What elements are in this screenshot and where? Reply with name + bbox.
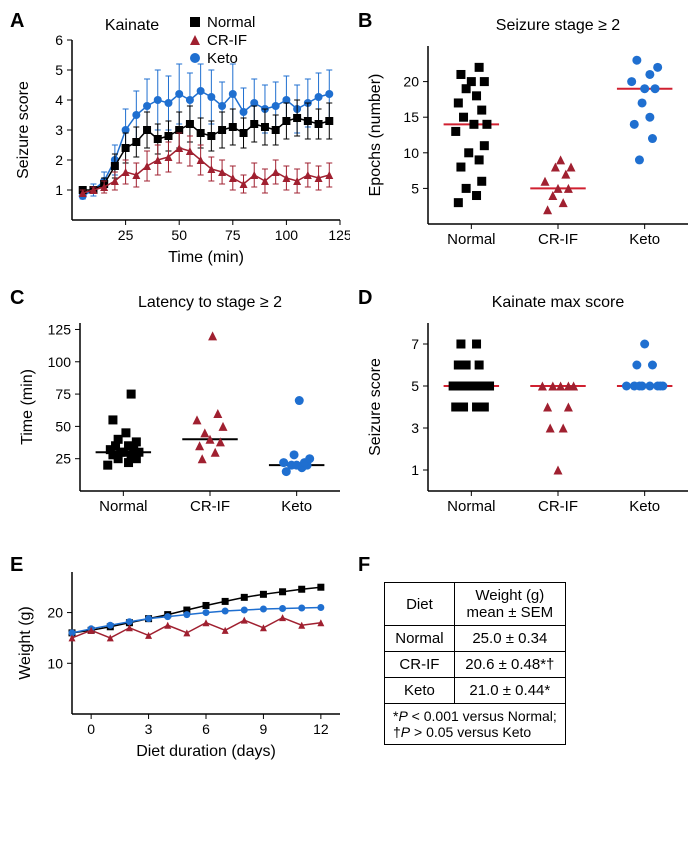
svg-text:Normal: Normal	[207, 14, 255, 31]
svg-text:5: 5	[411, 378, 419, 394]
svg-text:12: 12	[313, 721, 329, 737]
svg-text:20: 20	[403, 74, 419, 90]
svg-text:Keto: Keto	[281, 498, 312, 515]
svg-text:Normal: Normal	[447, 498, 495, 515]
svg-text:Kainate: Kainate	[105, 17, 159, 34]
svg-text:6: 6	[202, 721, 210, 737]
panel-f-label: F	[358, 554, 370, 577]
svg-text:1: 1	[55, 182, 63, 198]
svg-text:Keto: Keto	[629, 498, 660, 515]
svg-text:Normal: Normal	[447, 231, 495, 248]
panel-e-label: E	[10, 554, 23, 577]
svg-text:20: 20	[47, 605, 63, 621]
svg-text:50: 50	[171, 227, 187, 243]
svg-text:10: 10	[47, 655, 63, 671]
svg-text:Seizure score: Seizure score	[15, 81, 32, 179]
svg-text:100: 100	[48, 354, 72, 370]
svg-text:Seizure stage ≥ 2: Seizure stage ≥ 2	[496, 17, 621, 34]
svg-text:3: 3	[411, 420, 419, 436]
svg-text:5: 5	[55, 62, 63, 78]
svg-text:CR-IF: CR-IF	[207, 32, 247, 49]
footnote-2: †P > 0.05 versus Keto	[393, 724, 531, 740]
panel-b: B 5 10 15 20 Normal CR-IF Keto Epochs (number) S…	[358, 10, 698, 275]
svg-text:125: 125	[48, 321, 72, 337]
svg-text:Keto: Keto	[629, 231, 660, 248]
svg-text:3: 3	[55, 122, 63, 138]
svg-text:Latency to stage ≥ 2: Latency to stage ≥ 2	[138, 294, 282, 311]
svg-text:Epochs (number): Epochs (number)	[367, 74, 384, 197]
panel-a-label: A	[10, 10, 24, 33]
svg-text:75: 75	[55, 386, 71, 402]
svg-text:0: 0	[87, 721, 95, 737]
svg-text:CR-IF: CR-IF	[190, 498, 230, 515]
svg-text:Kainate max score: Kainate max score	[492, 294, 625, 311]
panel-d-chart: 1 3 5 7 Normal CR-IF Keto Seizure score Kainate …	[358, 287, 698, 537]
panel-c: C 25 50 75 100 125 Normal CR-IF Keto Time (min) L…	[10, 287, 350, 542]
svg-text:50: 50	[55, 418, 71, 434]
figure-grid: A 255075100125123456Time (min)Seizure sc…	[10, 10, 688, 769]
svg-text:Weight (g): Weight (g)	[17, 606, 34, 680]
svg-text:75: 75	[225, 227, 241, 243]
table-row: CR-IF 20.6 ± 0.48*†	[385, 652, 566, 678]
panel-f-table: Diet Weight (g) mean ± SEM Normal 25.0 ±…	[384, 582, 566, 745]
svg-text:Time (min): Time (min)	[19, 369, 36, 445]
panel-a: A 25 50 75 100 125 1 2 3 4 5 6 Time (min) Seizure sc…	[10, 10, 350, 275]
table-header-row: Diet Weight (g) mean ± SEM	[385, 583, 566, 626]
svg-text:Normal: Normal	[99, 498, 147, 515]
svg-text:CR-IF: CR-IF	[538, 498, 578, 515]
panel-c-chart: 25 50 75 100 125 Normal CR-IF Keto Time (min) Lat…	[10, 287, 350, 537]
panel-a-chart: 25 50 75 100 125 1 2 3 4 5 6 Time (min) Seizure scor…	[10, 10, 350, 270]
panel-d-label: D	[358, 287, 372, 310]
table-row: Normal 25.0 ± 0.34	[385, 626, 566, 652]
table-footer-row: *P < 0.001 versus Normal; †P > 0.05 vers…	[385, 704, 566, 745]
svg-text:10: 10	[403, 145, 419, 161]
svg-text:CR-IF: CR-IF	[538, 231, 578, 248]
svg-text:100: 100	[275, 227, 299, 243]
svg-text:25: 25	[118, 227, 134, 243]
svg-text:1: 1	[411, 462, 419, 478]
footnote-1: *P < 0.001 versus Normal;	[393, 708, 557, 724]
svg-text:4: 4	[55, 92, 63, 108]
svg-text:25: 25	[55, 451, 71, 467]
panel-c-label: C	[10, 287, 24, 310]
svg-text:Time (min): Time (min)	[168, 249, 244, 266]
svg-text:6: 6	[55, 32, 63, 48]
panel-f: F Diet Weight (g) mean ± SEM Normal 25.0…	[358, 554, 698, 769]
svg-text:125: 125	[328, 227, 350, 243]
panel-d: D 1 3 5 7 Normal CR-IF Keto Seizure score Kainat…	[358, 287, 698, 542]
svg-text:7: 7	[411, 336, 419, 352]
svg-text:Seizure score: Seizure score	[367, 358, 384, 456]
svg-text:9: 9	[260, 721, 268, 737]
th-weight: Weight (g) mean ± SEM	[454, 583, 565, 626]
svg-text:5: 5	[411, 180, 419, 196]
svg-text:2: 2	[55, 152, 63, 168]
table-row: Keto 21.0 ± 0.44*	[385, 678, 566, 704]
svg-text:3: 3	[145, 721, 153, 737]
panel-b-label: B	[358, 10, 372, 33]
svg-text:15: 15	[403, 109, 419, 125]
panel-e-chart: 0 3 6 9 12 10 20 Diet duration (days) Weight (g)	[10, 554, 350, 764]
panel-b-chart: 5 10 15 20 Normal CR-IF Keto Epochs (number) Sei…	[358, 10, 698, 270]
th-diet: Diet	[385, 583, 455, 626]
svg-text:Diet duration (days): Diet duration (days)	[136, 743, 276, 760]
panel-e: E 0 3 6 9 12 10 20 Diet duration (days) Weight (…	[10, 554, 350, 769]
